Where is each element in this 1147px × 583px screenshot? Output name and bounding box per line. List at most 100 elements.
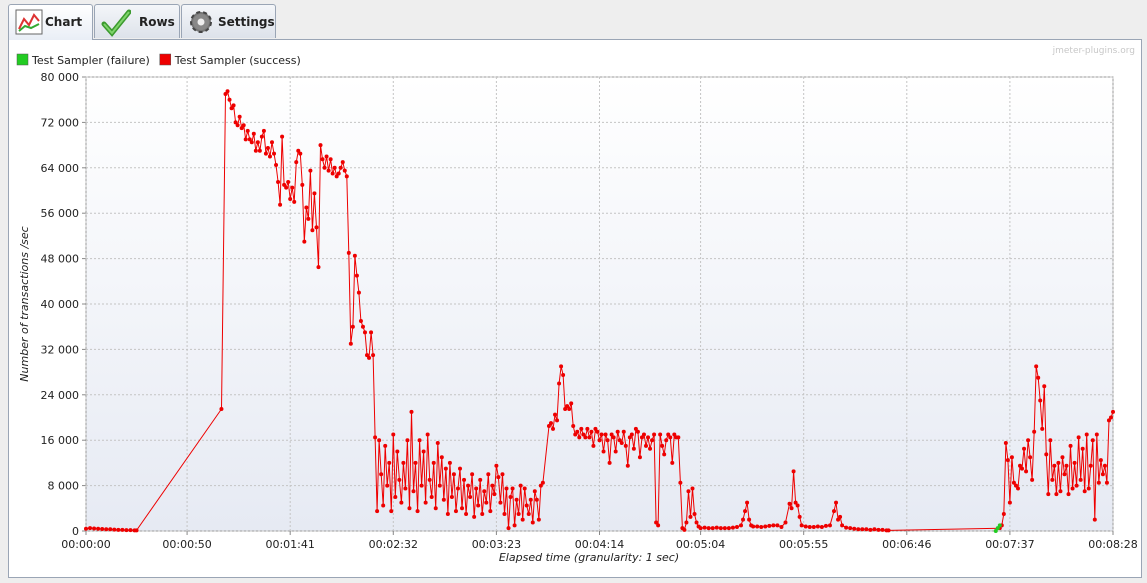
data-point [617,438,622,443]
data-point [516,511,521,516]
data-point [245,128,250,133]
data-point [413,460,418,465]
data-point [344,174,349,179]
data-point [478,477,483,482]
data-point [676,435,681,440]
data-point [520,517,525,522]
data-point [494,463,499,468]
data-point [401,460,406,465]
data-point [462,477,467,482]
data-point [834,500,839,505]
data-point [783,520,788,525]
data-point [334,174,339,179]
data-point [421,449,426,454]
data-point [1050,477,1055,482]
data-point [223,92,228,97]
y-axis-title: Number of transactions /sec [18,226,31,381]
data-point [379,472,384,477]
tab-settings[interactable]: Settings [181,4,276,38]
data-point [789,506,794,511]
data-point [730,525,735,530]
data-point [492,492,497,497]
data-point [292,199,297,204]
data-point [362,330,367,335]
data-point [664,438,669,443]
data-point [797,514,802,519]
data-point [488,509,493,514]
data-point [338,165,343,170]
tab-chart[interactable]: Chart [8,4,93,40]
data-point [534,497,539,502]
tab-rows[interactable]: Rows [94,4,180,38]
data-point [619,441,624,446]
data-point [455,486,460,491]
data-point [743,509,748,514]
data-point [276,179,281,184]
data-point [775,523,780,528]
data-point [1046,492,1051,497]
data-point [253,148,258,153]
data-point [300,182,305,187]
data-point [565,404,570,409]
data-point [759,525,764,530]
data-point [684,520,689,525]
data-point [1106,418,1111,423]
data-point [625,463,630,468]
data-point [472,514,477,519]
data-point [1044,452,1049,457]
data-point [280,134,285,139]
data-point [377,438,382,443]
tab-label: Chart [45,15,83,29]
data-point [1022,446,1027,451]
data-point [627,435,632,440]
data-point [1005,458,1010,463]
data-point [468,494,473,499]
data-point [1038,398,1043,403]
data-point [607,460,612,465]
data-point [312,191,317,196]
data-point [1030,477,1035,482]
data-point [1058,489,1063,494]
data-point [1072,460,1077,465]
data-point [350,324,355,329]
data-point [836,517,841,522]
data-point [510,486,515,491]
data-point [668,435,673,440]
data-point [1003,441,1008,446]
data-point [631,446,636,451]
data-point [320,157,325,162]
data-point [1036,375,1041,380]
data-point [827,523,832,528]
data-point [1042,384,1047,389]
data-point [577,435,582,440]
data-point [395,449,400,454]
y-tick-label: 64 000 [41,162,80,175]
data-point [860,527,865,532]
data-point [734,525,739,530]
data-point [799,523,804,528]
data-point [332,165,337,170]
data-point [346,250,351,255]
data-point [356,290,361,295]
data-point [1068,443,1073,448]
data-point [698,526,703,531]
chart: jmeter-plugins.org Elapsed time (granula… [16,46,1138,564]
data-point [251,131,256,136]
data-point [793,500,798,505]
data-point [690,486,695,491]
data-point [595,429,600,434]
y-tick-label: 32 000 [41,343,80,356]
data-point [567,406,572,411]
data-point [96,526,101,531]
data-point [518,483,523,488]
data-point [601,449,606,454]
data-point [476,503,481,508]
data-point [872,527,877,532]
data-point [328,157,333,162]
data-point [660,443,665,448]
data-point [876,527,881,532]
x-tick-label: 00:06:46 [882,538,931,551]
data-point [274,162,279,167]
data-point [524,503,529,508]
data-point [694,520,699,525]
